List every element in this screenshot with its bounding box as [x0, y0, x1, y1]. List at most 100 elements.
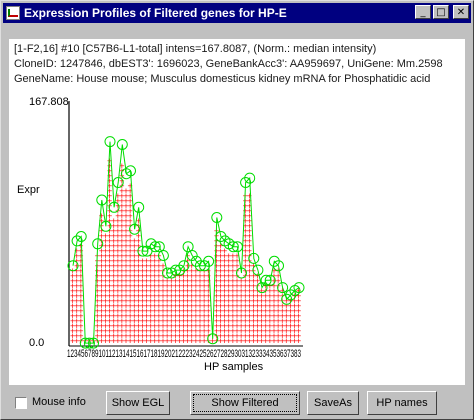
distribution-mark: +	[255, 336, 260, 346]
distribution-mark: +	[115, 196, 120, 206]
distribution-mark: +	[107, 261, 112, 271]
distribution-mark: +	[103, 251, 108, 261]
distribution-mark: +	[144, 281, 149, 291]
distribution-mark: +	[148, 306, 153, 316]
distribution-mark: +	[222, 276, 227, 286]
distribution-mark: +	[148, 281, 153, 291]
distribution-mark: +	[111, 236, 116, 246]
distribution-mark: +	[144, 276, 149, 286]
distribution-mark: +	[238, 311, 243, 321]
distribution-mark: +	[140, 316, 145, 326]
distribution-mark: +	[111, 331, 116, 341]
distribution-mark: +	[214, 311, 219, 321]
distribution-mark: +	[103, 316, 108, 326]
profile-point	[227, 241, 239, 253]
distribution-mark: +	[107, 221, 112, 231]
distribution-mark: +	[206, 271, 211, 281]
show-egl-button[interactable]: Show EGL	[106, 391, 170, 415]
distribution-mark: +	[107, 226, 112, 236]
distribution-mark: +	[169, 276, 174, 286]
distribution-mark: +	[271, 271, 276, 281]
profile-point	[285, 289, 297, 301]
distribution-mark: +	[271, 326, 276, 336]
distribution-mark: +	[185, 321, 190, 331]
distribution-mark: +	[95, 336, 100, 346]
saveas-button[interactable]: SaveAs	[307, 391, 359, 415]
distribution-mark: +	[226, 296, 231, 306]
distribution-mark: +	[222, 301, 227, 311]
distribution-mark: +	[247, 306, 252, 316]
distribution-mark: +	[173, 316, 178, 326]
minimize-icon[interactable]: _	[415, 5, 431, 19]
distribution-mark: +	[193, 336, 198, 346]
distribution-mark: +	[128, 316, 133, 326]
distribution-mark: +	[136, 276, 141, 286]
distribution-mark: +	[181, 311, 186, 321]
close-icon[interactable]: ✕	[453, 5, 469, 19]
distribution-mark: +	[70, 311, 75, 321]
mouse-info-checkbox[interactable]	[15, 397, 27, 409]
distribution-mark: +	[189, 276, 194, 286]
distribution-mark: +	[173, 276, 178, 286]
distribution-mark: +	[247, 216, 252, 226]
distribution-mark: +	[103, 306, 108, 316]
distribution-mark: +	[128, 186, 133, 196]
title-bar[interactable]: Expression Profiles of Filtered genes fo…	[3, 3, 471, 23]
distribution-mark: +	[78, 256, 83, 266]
distribution-mark: +	[123, 306, 128, 316]
distribution-mark: +	[119, 196, 124, 206]
distribution-mark: +	[280, 326, 285, 336]
distribution-mark: +	[107, 216, 112, 226]
distribution-mark: +	[296, 316, 301, 326]
distribution-mark: +	[292, 326, 297, 336]
distribution-mark: +	[103, 311, 108, 321]
show-filtered-button[interactable]: Show Filtered	[190, 391, 300, 415]
distribution-mark: +	[119, 286, 124, 296]
distribution-mark: +	[255, 286, 260, 296]
distribution-mark: +	[152, 321, 157, 331]
distribution-mark: +	[107, 171, 112, 181]
profile-point	[186, 250, 198, 261]
distribution-mark: +	[103, 281, 108, 291]
distribution-mark: +	[271, 276, 276, 286]
distribution-mark: +	[74, 291, 79, 301]
distribution-mark: +	[255, 326, 260, 336]
distribution-mark: +	[243, 326, 248, 336]
distribution-mark: +	[103, 286, 108, 296]
distribution-mark: +	[226, 321, 231, 331]
distribution-mark: +	[214, 286, 219, 296]
distribution-mark: +	[123, 281, 128, 291]
distribution-mark: +	[78, 296, 83, 306]
distribution-mark: +	[99, 256, 104, 266]
distribution-mark: +	[119, 331, 124, 341]
distribution-mark: +	[123, 321, 128, 331]
distribution-mark: +	[136, 271, 141, 281]
distribution-mark: +	[136, 236, 141, 246]
distribution-mark: +	[271, 311, 276, 321]
distribution-mark: +	[214, 256, 219, 266]
distribution-mark: +	[70, 321, 75, 331]
hp-names-button[interactable]: HP names	[367, 391, 437, 415]
distribution-mark: +	[206, 321, 211, 331]
maximize-icon[interactable]: □	[433, 5, 449, 19]
distribution-mark: +	[181, 291, 186, 301]
distribution-mark: +	[218, 266, 223, 276]
distribution-mark: +	[181, 321, 186, 331]
distribution-mark: +	[128, 331, 133, 341]
distribution-mark: +	[284, 296, 289, 306]
distribution-mark: +	[169, 311, 174, 321]
distribution-mark: +	[247, 301, 252, 311]
distribution-mark: +	[193, 321, 198, 331]
distribution-mark: +	[111, 261, 116, 271]
distribution-mark: +	[136, 311, 141, 321]
distribution-mark: +	[230, 326, 235, 336]
distribution-mark: +	[218, 311, 223, 321]
distribution-mark: +	[107, 316, 112, 326]
distribution-mark: +	[70, 271, 75, 281]
distribution-mark: +	[165, 331, 170, 341]
profile-point	[293, 282, 305, 294]
distribution-mark: +	[251, 316, 256, 326]
distribution-mark: +	[177, 301, 182, 311]
distribution-mark: +	[119, 186, 124, 196]
distribution-mark: +	[275, 316, 280, 326]
